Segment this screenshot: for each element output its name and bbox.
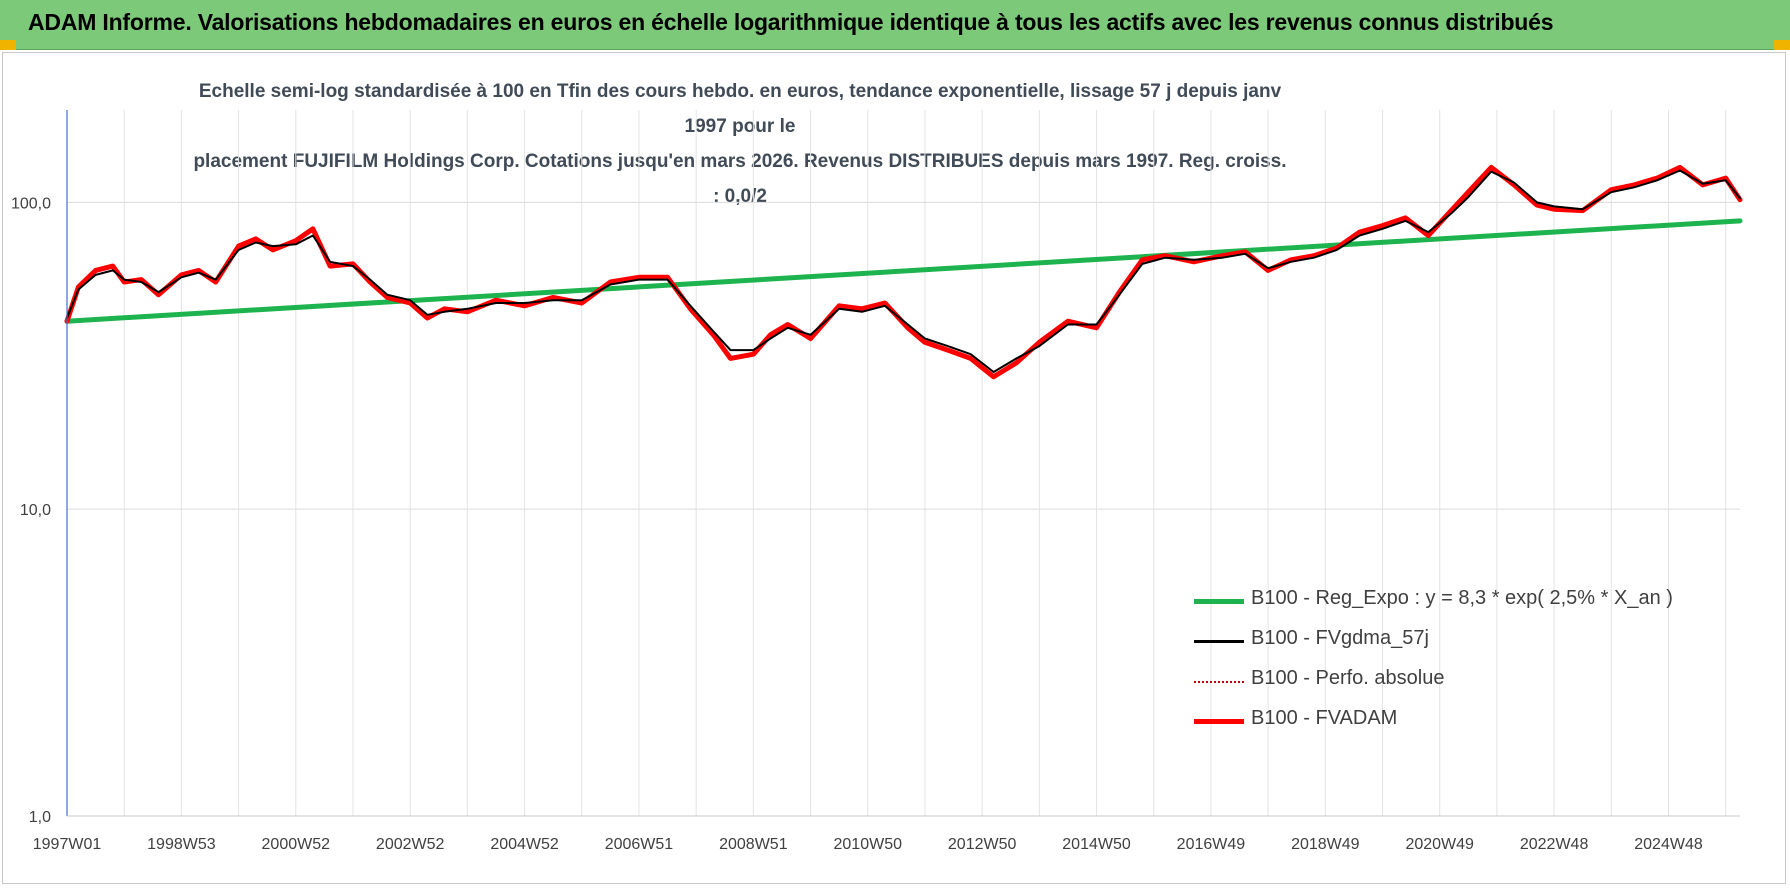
legend-swatch-fvadam [1194, 719, 1244, 724]
vertical-gridlines [123, 110, 1727, 816]
y-tick-label: 1,0 [29, 809, 51, 826]
series-line-fvgdma [66, 169, 1741, 373]
x-tick-label: 2008W51 [719, 836, 788, 853]
chart-title: Echelle semi-log standardisée à 100 en T… [190, 74, 1290, 214]
legend-label-fvgdma: B100 - FVgdma_57j [1251, 627, 1429, 649]
x-tick-label: 2020W49 [1405, 836, 1474, 853]
y-tick-labels: 1,0 10,0 100,0 [11, 195, 51, 826]
series-line-fvadam [64, 164, 1743, 380]
x-tick-label: 2024W48 [1634, 836, 1703, 853]
legend-swatch-regression [1194, 599, 1244, 604]
legend-swatch-fvgdma [1194, 640, 1244, 643]
corner-marker-left [0, 40, 16, 50]
x-tick-label: 1997W01 [33, 836, 102, 853]
x-tick-label: 2012W50 [948, 836, 1017, 853]
series-line-regression [64, 218, 1743, 324]
legend-label-regression: B100 - Reg_Expo : y = 8,3 * exp( 2,5% * … [1251, 587, 1673, 609]
y-tick-label: 10,0 [20, 502, 51, 519]
x-tick-label: 2018W49 [1291, 836, 1360, 853]
legend-label-perfo: B100 - Perfo. absolue [1251, 667, 1445, 689]
header-banner: ADAM Informe. Valorisations hebdomadaire… [0, 0, 1790, 50]
page-title: ADAM Informe. Valorisations hebdomadaire… [28, 9, 1554, 35]
corner-marker-right [1774, 40, 1790, 50]
horizontal-gridlines [67, 201, 1740, 817]
legend-label-fvadam: B100 - FVADAM [1251, 707, 1398, 729]
x-tick-label: 2006W51 [605, 836, 674, 853]
x-tick-label: 1998W53 [147, 836, 216, 853]
x-tick-labels: 1997W01 1998W53 2000W52 2002W52 2004W52 2006W… [33, 836, 1703, 853]
x-tick-label: 2004W52 [490, 836, 559, 853]
x-tick-label: 2002W52 [376, 836, 445, 853]
x-tick-label: 2014W50 [1062, 836, 1131, 853]
x-tick-label: 2016W49 [1177, 836, 1246, 853]
series-layer [64, 164, 1743, 380]
x-tick-label: 2010W50 [834, 836, 903, 853]
chart-title-line-1: Echelle semi-log standardisée à 100 en T… [198, 81, 1282, 137]
x-tick-label: 2022W48 [1520, 836, 1589, 853]
y-tick-label: 100,0 [11, 195, 51, 212]
legend-swatch-perfo [1194, 681, 1244, 683]
x-tick-label: 2000W52 [262, 836, 331, 853]
chart-frame [2, 52, 1786, 884]
